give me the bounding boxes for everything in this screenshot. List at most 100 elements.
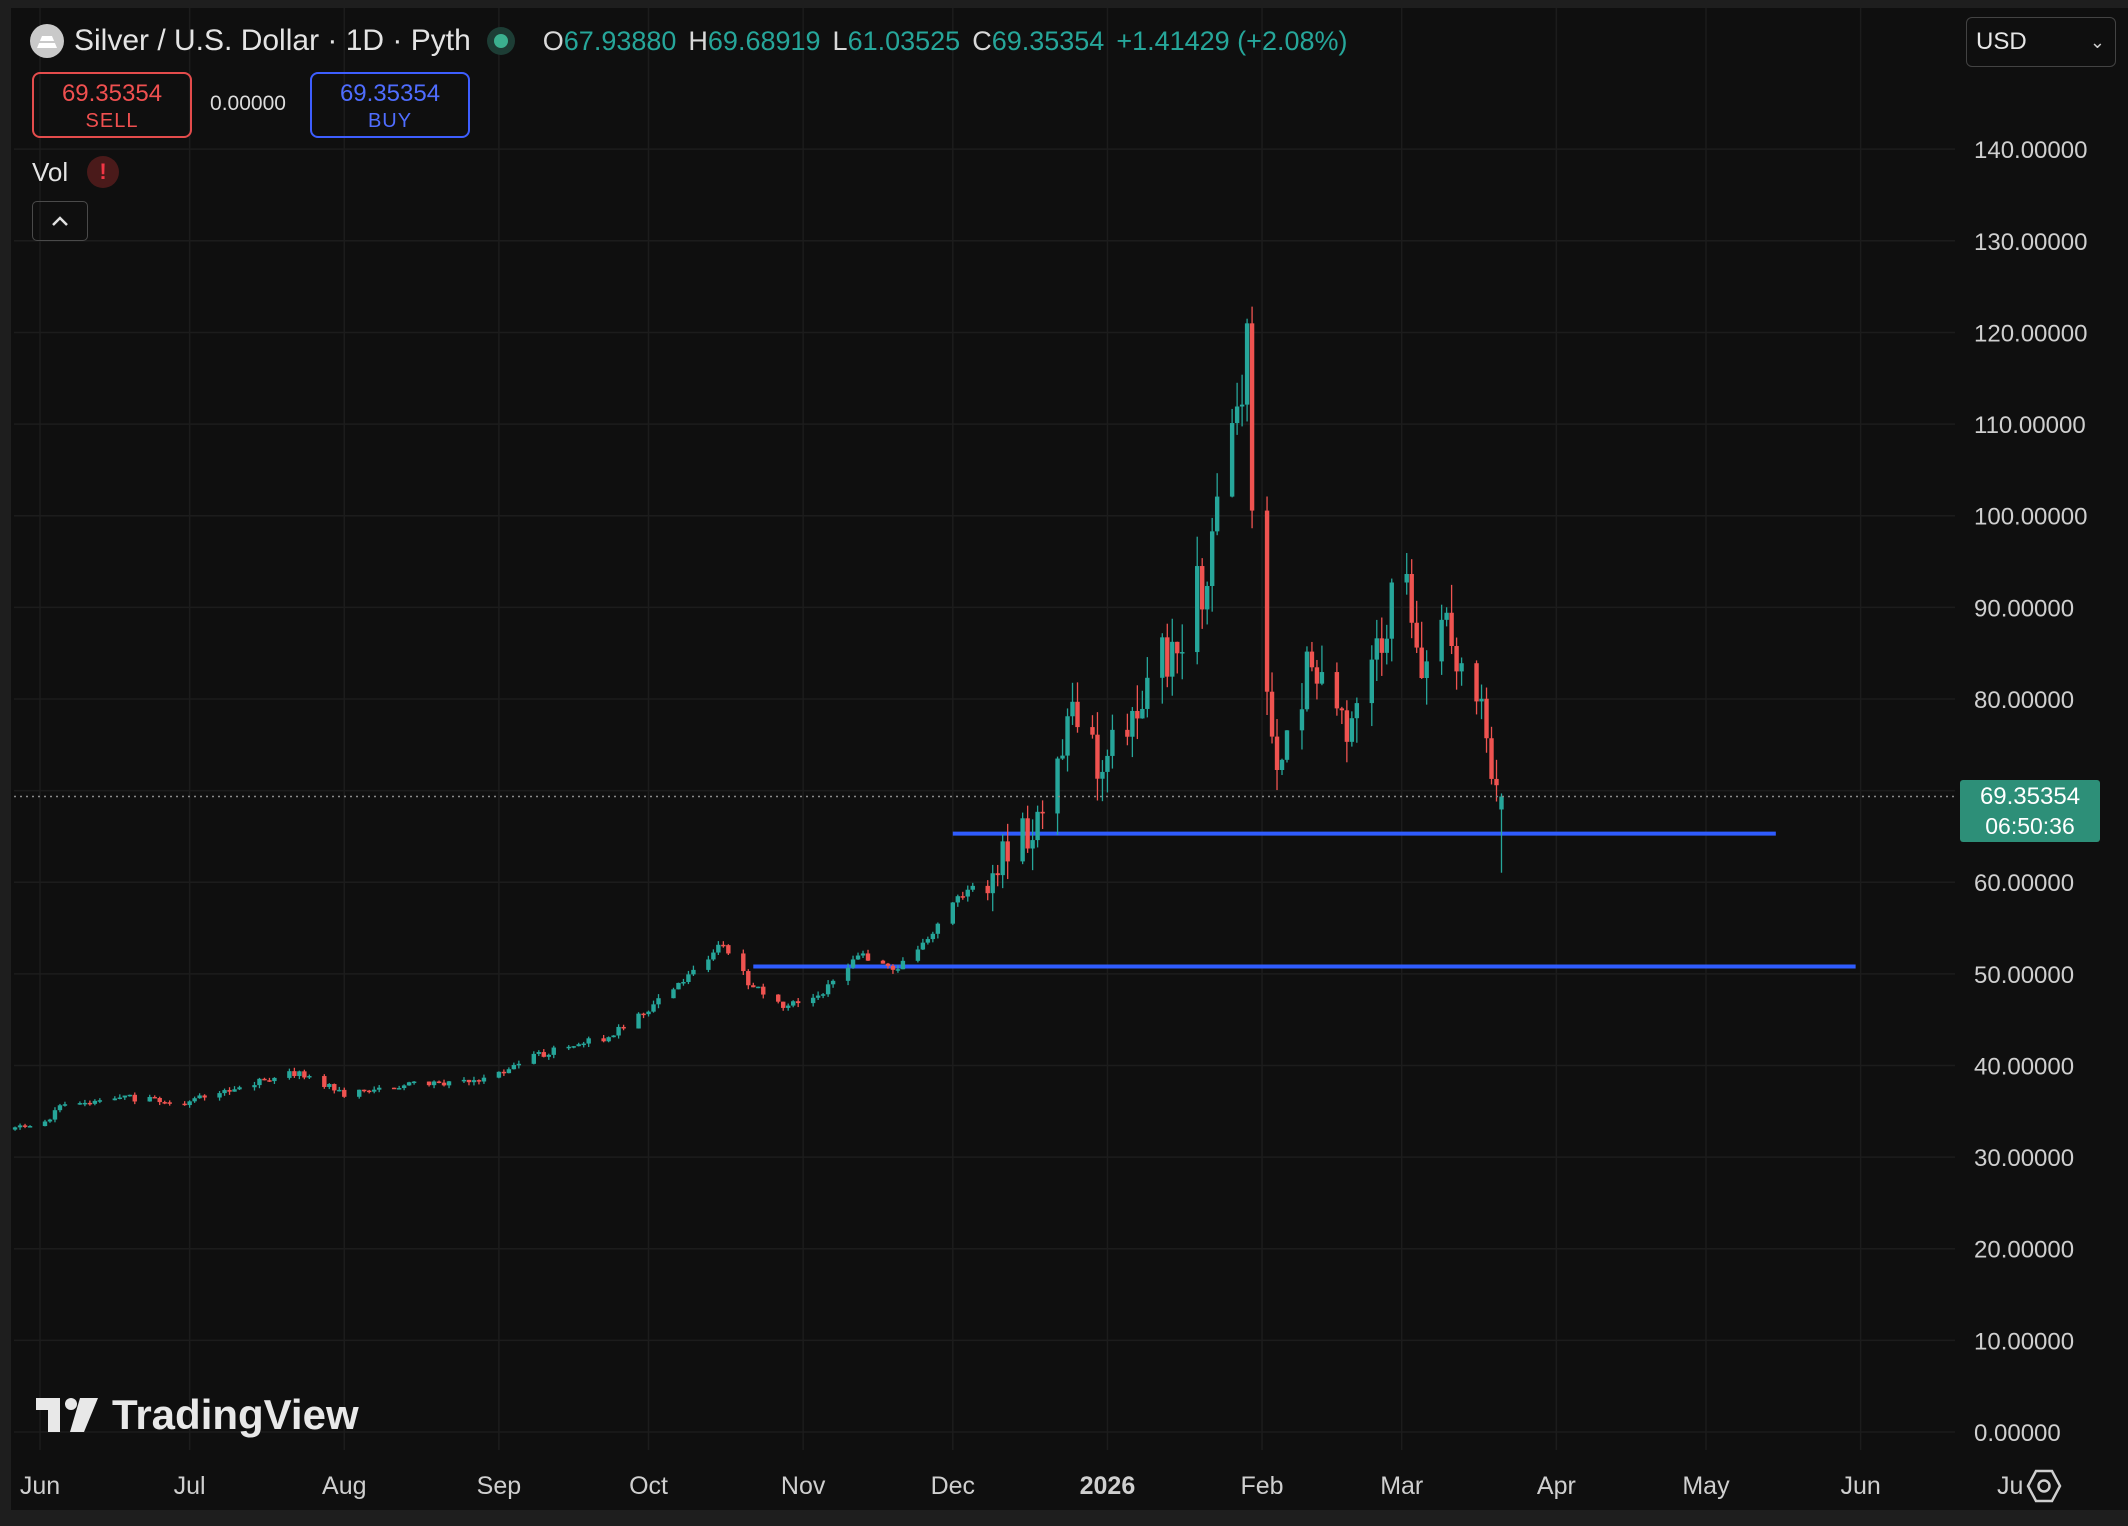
candle-body <box>1304 651 1310 710</box>
ohlc-high: H69.68919 <box>688 26 821 56</box>
candle-body <box>322 1076 327 1087</box>
candle-body <box>127 1094 132 1097</box>
x-tick-label: Jun <box>20 1472 60 1500</box>
candle-body <box>237 1087 242 1090</box>
candle-body <box>541 1052 546 1057</box>
x-tick-label: Mar <box>1380 1472 1423 1500</box>
candle-body <box>511 1064 517 1070</box>
candle-body <box>885 963 891 966</box>
candle-body <box>651 1004 656 1012</box>
candle-body <box>900 960 906 970</box>
candle-body <box>741 953 746 972</box>
candle-body <box>985 885 990 894</box>
candle-body <box>726 945 731 954</box>
buy-button[interactable]: 69.35354 BUY <box>310 72 470 138</box>
candle-body <box>1264 510 1270 692</box>
currency-select[interactable]: USD ⌄ <box>1966 17 2116 67</box>
tradingview-logo[interactable]: TradingView <box>36 1390 359 1440</box>
bottom-border <box>0 1510 2128 1526</box>
candle-body <box>27 1126 33 1128</box>
candle-body <box>571 1046 576 1048</box>
candle-body <box>601 1038 606 1042</box>
candle-body <box>501 1071 507 1074</box>
x-tick-label: Apr <box>1537 1472 1576 1500</box>
candle-body <box>1244 323 1250 405</box>
candle-body <box>57 1105 63 1111</box>
candle-body <box>1459 663 1464 672</box>
volume-indicator-label[interactable]: Vol <box>32 157 69 187</box>
sell-label: SELL <box>85 110 139 132</box>
candle-body <box>576 1044 581 1047</box>
collapse-indicators-button[interactable] <box>32 201 88 241</box>
candle-body <box>97 1100 103 1102</box>
candle-body <box>12 1127 18 1130</box>
settings-button[interactable] <box>2025 1467 2063 1505</box>
candle-body <box>960 896 965 898</box>
candle-body <box>327 1084 332 1087</box>
candle-body <box>222 1090 227 1094</box>
candle-body <box>776 994 781 1002</box>
sell-price: 69.35354 <box>61 80 163 107</box>
candle-body <box>52 1110 58 1120</box>
candle-body <box>830 980 836 985</box>
candle-body <box>795 1001 801 1004</box>
candle-body <box>1105 755 1110 772</box>
candle-body <box>925 939 931 943</box>
candle-body <box>1384 638 1389 653</box>
candle-body <box>292 1071 297 1077</box>
candle-body <box>376 1087 382 1090</box>
candle-body <box>1204 585 1210 610</box>
candle-body <box>1274 736 1280 770</box>
candle-body <box>1070 701 1075 717</box>
chevron-down-icon: ⌄ <box>2089 32 2105 52</box>
candle-body <box>1419 647 1424 679</box>
candle-body <box>342 1089 347 1097</box>
candle-body <box>1439 619 1444 662</box>
candle-body <box>302 1071 307 1078</box>
candle-body <box>227 1090 232 1092</box>
candle-body <box>1484 698 1489 739</box>
sell-button[interactable]: 69.35354 SELL <box>32 72 192 138</box>
candle-body <box>406 1082 412 1086</box>
candle-body <box>950 902 956 924</box>
y-tick-label: 110.00000 <box>1974 412 2086 439</box>
candle-body <box>990 873 995 894</box>
candle-body <box>122 1095 127 1098</box>
candle-body <box>1279 759 1285 770</box>
candle-body <box>546 1054 551 1057</box>
candle-body <box>531 1053 537 1064</box>
candle-body <box>706 959 711 970</box>
candle-body <box>461 1079 467 1082</box>
candle-body <box>17 1125 23 1128</box>
candle-body <box>1234 406 1240 424</box>
candle-body <box>1319 672 1325 684</box>
candle-body <box>147 1096 152 1102</box>
candle-body <box>815 995 821 998</box>
candle-body <box>671 989 676 999</box>
symbol-legend[interactable]: Silver / U.S. Dollar · 1D · Pyth O67.938… <box>30 18 1348 64</box>
candle-body <box>1025 818 1030 849</box>
candle-body <box>920 942 926 950</box>
candle-body <box>117 1097 123 1100</box>
candle-body <box>401 1085 407 1089</box>
candle-body <box>890 965 896 970</box>
candle-body <box>850 959 856 968</box>
y-tick-label: 20.00000 <box>1974 1237 2074 1264</box>
candle-body <box>307 1076 312 1078</box>
candle-body <box>396 1088 402 1090</box>
y-tick-label: 0.00000 <box>1974 1420 2061 1447</box>
candle-body <box>506 1069 512 1074</box>
candle-body <box>1449 612 1454 647</box>
candle-body <box>716 944 721 953</box>
candle-body <box>1090 727 1095 735</box>
candle-body <box>1005 841 1010 862</box>
top-border <box>0 0 2128 8</box>
last-price-value: 69.35354 <box>1979 783 2081 810</box>
warning-icon[interactable]: ! <box>87 156 119 188</box>
symbol-title[interactable]: Silver / U.S. Dollar · 1D · Pyth <box>74 24 471 57</box>
candle-body <box>1095 734 1100 779</box>
candle-body <box>1404 573 1409 583</box>
candle-body <box>691 969 696 975</box>
candle-body <box>82 1102 88 1105</box>
